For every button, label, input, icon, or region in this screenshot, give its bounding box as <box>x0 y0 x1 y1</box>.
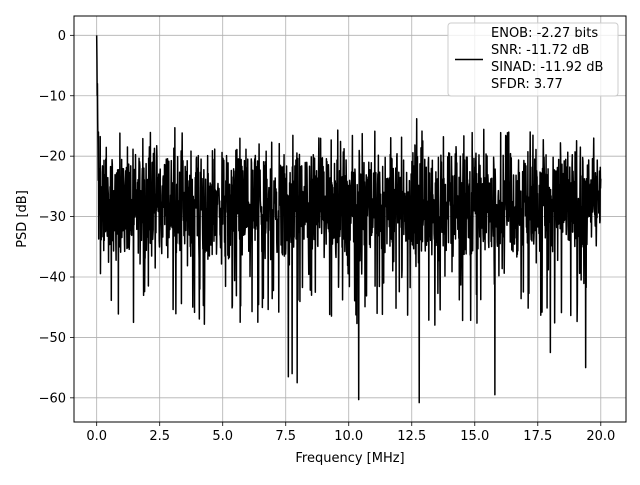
x-tick-label: 0.0 <box>86 429 107 444</box>
legend-sinad: SINAD: -11.92 dB <box>491 60 603 75</box>
axes-frame <box>73 15 627 423</box>
y-axis-ticks: 0 −10 −20 −30 −40 −50 −60 <box>39 29 74 406</box>
psd-series-line <box>95 35 602 404</box>
y-tick-label: −20 <box>39 150 66 165</box>
x-tick-label: 20.0 <box>586 429 615 444</box>
y-tick-label: −50 <box>39 331 66 346</box>
y-tick-label: −10 <box>39 89 66 104</box>
x-tick-label: 7.5 <box>275 429 296 444</box>
legend: ENOB: -2.27 bits SNR: -11.72 dB SINAD: -… <box>447 22 619 97</box>
legend-sfdr: SFDR: 3.77 <box>491 77 563 92</box>
legend-snr: SNR: -11.72 dB <box>491 43 589 58</box>
y-tick-label: −60 <box>39 391 66 406</box>
x-tick-label: 5.0 <box>212 429 233 444</box>
x-axis-label: Frequency [MHz] <box>295 451 404 466</box>
y-axis-label: PSD [dB] <box>15 190 30 248</box>
legend-enob: ENOB: -2.27 bits <box>491 26 598 41</box>
y-tick-label: −40 <box>39 271 66 286</box>
x-tick-label: 17.5 <box>523 429 552 444</box>
x-tick-label: 15.0 <box>460 429 489 444</box>
x-tick-label: 2.5 <box>149 429 170 444</box>
legend-box <box>447 22 619 97</box>
x-axis-ticks: 0.0 2.5 5.0 7.5 10.0 12.5 15.0 17.5 20.0 <box>86 422 615 444</box>
x-tick-label: 12.5 <box>397 429 426 444</box>
x-tick-label: 10.0 <box>334 429 363 444</box>
y-tick-label: 0 <box>58 29 66 44</box>
y-tick-label: −30 <box>39 210 66 225</box>
